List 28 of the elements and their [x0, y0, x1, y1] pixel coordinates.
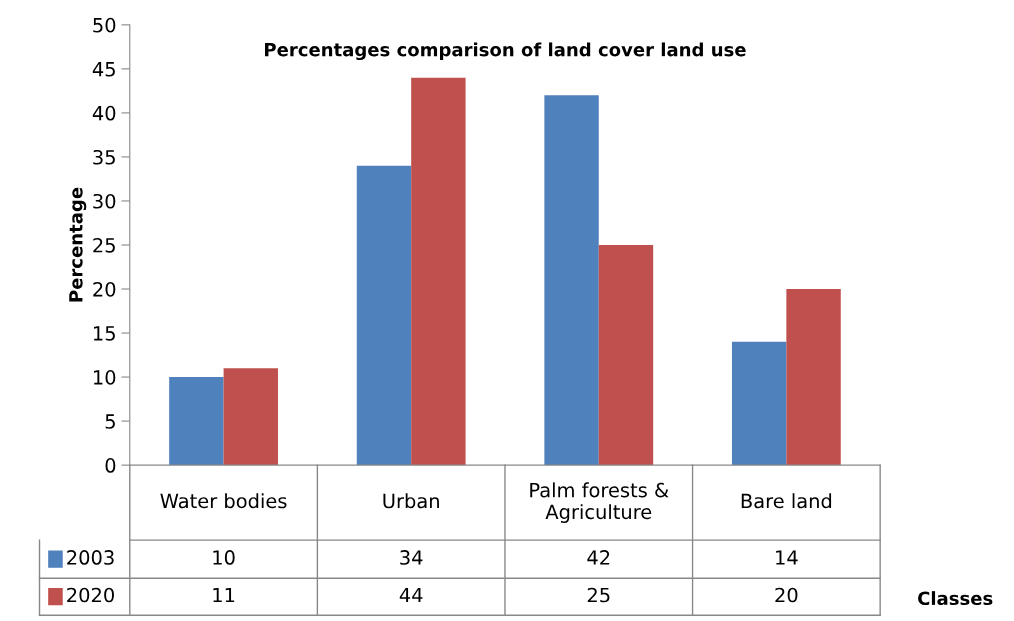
x-tick-label: Palm forests & Agriculture [530, 482, 669, 523]
data-label: 44 [399, 587, 423, 603]
y-tick-label: 50 [93, 17, 116, 33]
y-tick-label: 5 [105, 414, 115, 429]
legend-label: 2020 [67, 587, 114, 603]
text: Percentages comparison of land cover land use [265, 42, 746, 61]
data-label: 25 [587, 587, 610, 603]
data-label: 14 [776, 550, 798, 565]
y-tick-label: 45 [92, 62, 115, 77]
y-tick-label: 30 [93, 193, 116, 209]
x-axis-title: Classes [918, 591, 993, 606]
y-tick-label: 0 [105, 458, 116, 473]
x-tick-label: Urban [383, 493, 439, 509]
data-label: 11 [213, 587, 235, 603]
legend-label: 2003 [67, 550, 114, 565]
y-tick-label: 25 [93, 237, 115, 253]
data-label: 34 [400, 550, 423, 565]
y-tick-label: 20 [93, 281, 116, 297]
y-tick-label: 40 [92, 105, 116, 121]
y-tick-label: 35 [93, 149, 115, 165]
y-tick-label: 10 [93, 370, 116, 385]
data-label: 42 [587, 550, 610, 565]
x-tick-label: Water bodies [160, 493, 287, 509]
data-label: 20 [775, 587, 798, 603]
data-label: 10 [213, 550, 235, 565]
y-axis-title: Percentage [69, 187, 87, 302]
x-tick-label: Bare land [741, 493, 832, 509]
y-tick-label: 15 [93, 326, 115, 341]
